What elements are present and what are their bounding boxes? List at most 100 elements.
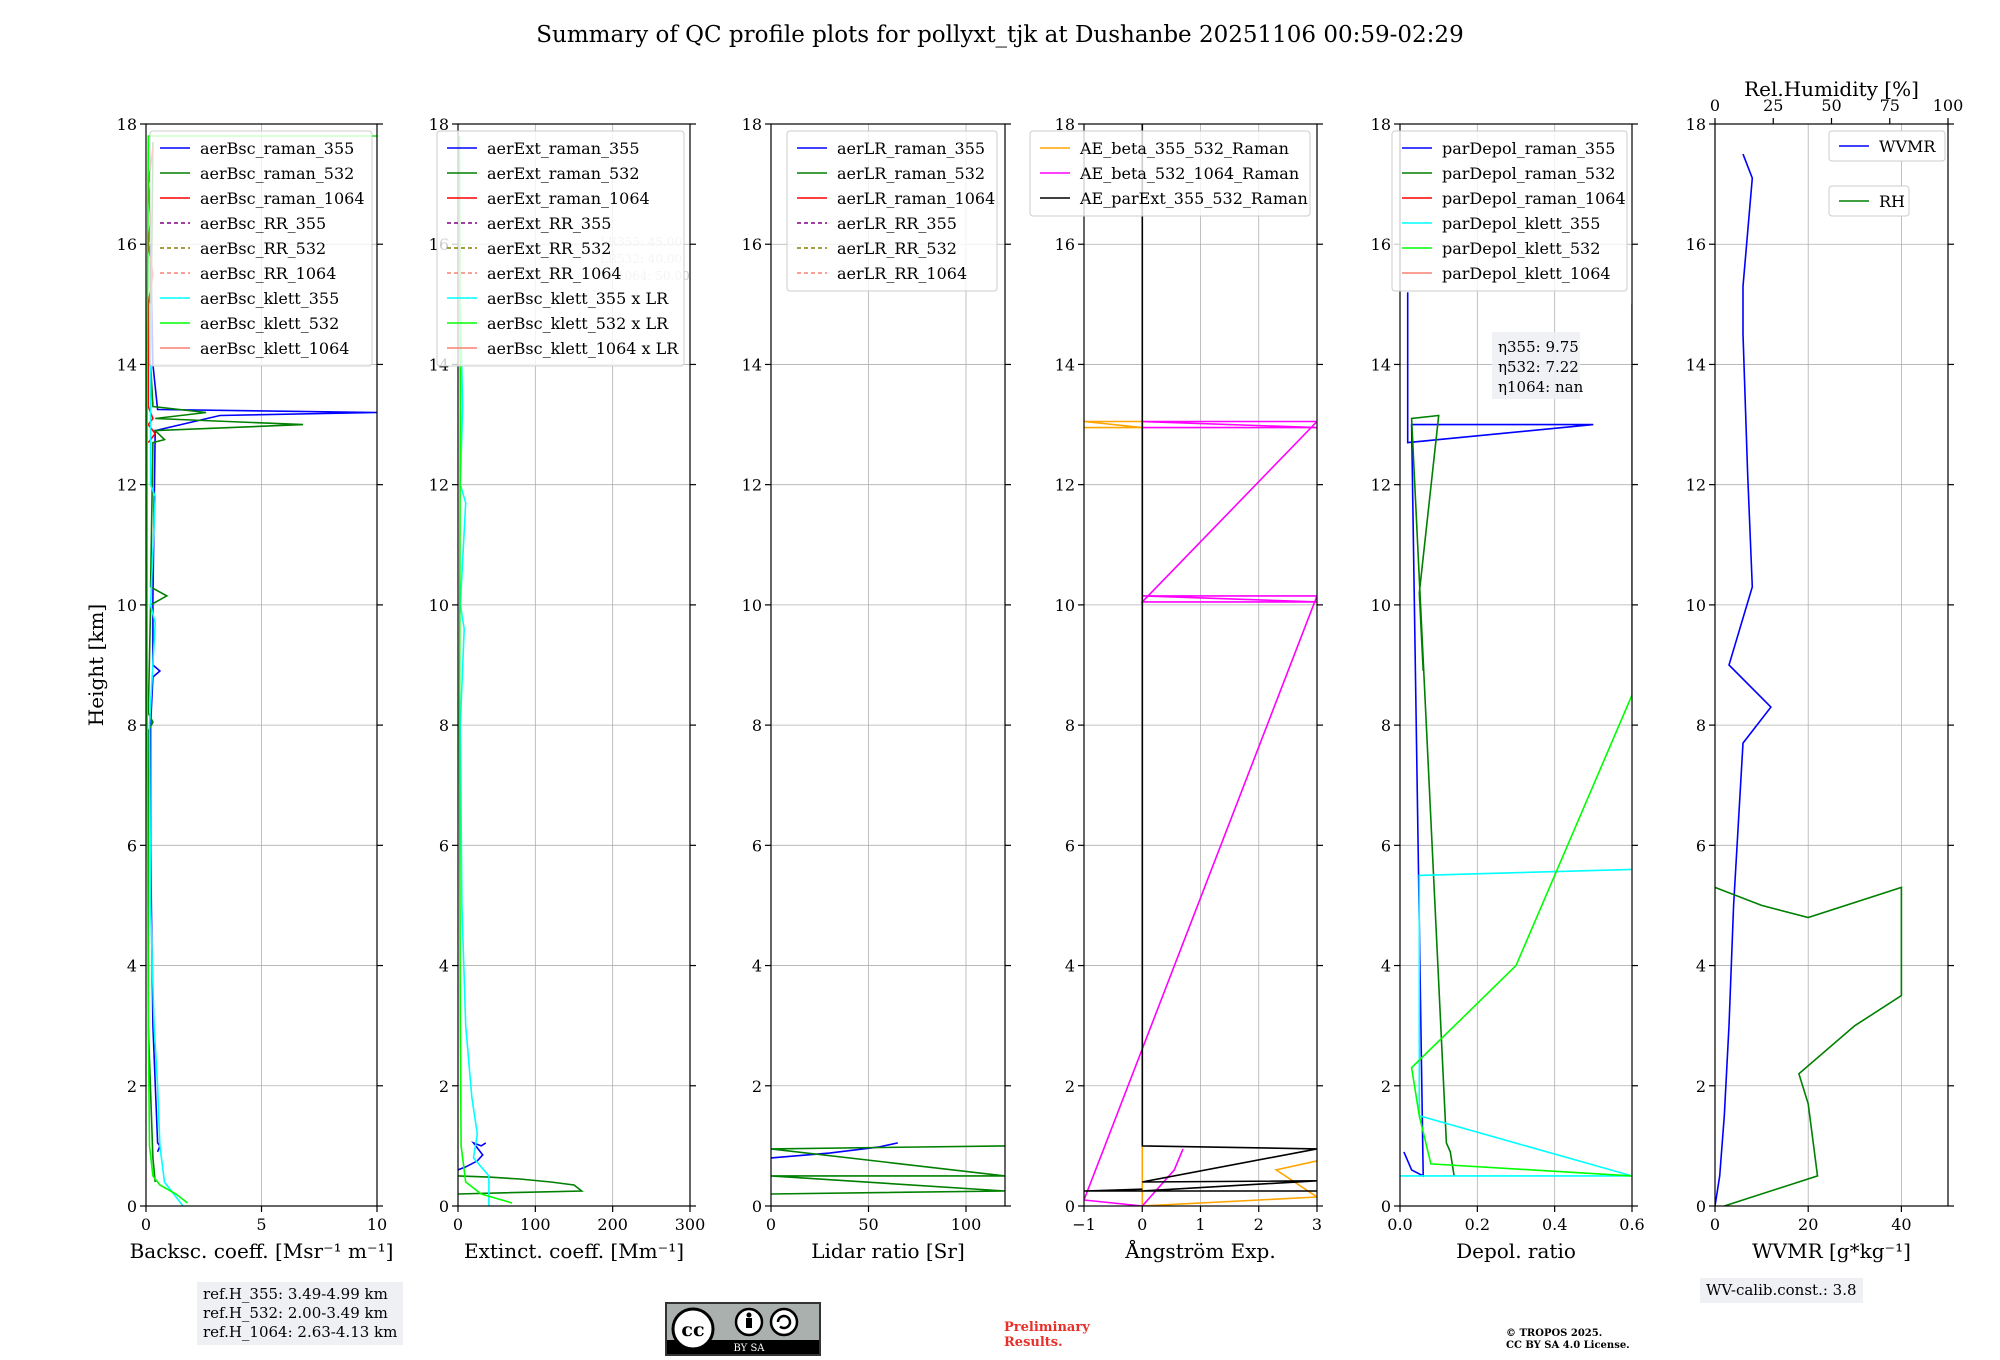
top-x-tick-label: 0 [1710, 96, 1720, 115]
annotation-label: η532: 7.22 [1498, 358, 1579, 376]
y-tick-label: 16 [742, 235, 762, 254]
y-tick-label: 2 [752, 1077, 762, 1096]
series-parDepol_klett_532 [1410, 304, 1632, 1177]
legend: aerBsc_raman_355 aerBsc_raman_532 aerBsc_r… [149, 130, 373, 367]
figure-title: Summary of QC profile plots for pollyxt_… [536, 22, 1464, 48]
legend-entry-parDepol_klett_1064: parDepol_klett_1064 [1442, 264, 1611, 283]
y-tick-label: 14 [1686, 355, 1706, 374]
legend-entry-parDepol_klett_355: parDepol_klett_355 [1442, 214, 1600, 233]
legend-frame [1029, 130, 1311, 217]
y-tick-label: 0 [127, 1197, 137, 1216]
eta-annotation-box [1492, 332, 1580, 399]
copyright-line-1: © TROPOS 2025. [1506, 1328, 1603, 1339]
x-axis-label: Extinct. coeff. [Mm⁻¹] [464, 1239, 684, 1263]
axes-frame [1399, 123, 1633, 1207]
wv-calib-const: WV-calib.const.: 3.8 [1706, 1281, 1857, 1299]
y-tick-label: 12 [117, 476, 137, 495]
legend-entry-aerLR_RR_1064: aerLR_RR_1064 [837, 264, 967, 283]
legend-frame [436, 130, 685, 367]
legend: parDepol_raman_355 parDepol_raman_532 parD… [1391, 130, 1628, 292]
annotation-label: η1064: nan [1498, 378, 1584, 396]
y-axis-label: Height [km] [84, 604, 108, 726]
legend-entry-aerExt_raman_355: aerExt_raman_355 [487, 139, 640, 158]
legend-entry-aerBsc_raman_355: aerBsc_raman_355 [200, 139, 354, 158]
series-aerBsc_klett_355 [148, 304, 184, 1206]
y-tick-label: 12 [1055, 476, 1075, 495]
y-tick-label: 6 [752, 836, 762, 855]
reference-height-box: ref.H_355: 3.49-4.99 km ref.H_532: 2.00-… [197, 1282, 404, 1345]
y-tick-label: 18 [1055, 115, 1075, 134]
legend-entry-aerLR_raman_1064: aerLR_raman_1064 [837, 189, 995, 208]
top-x-axis-label: Rel.Humidity [%] [1744, 77, 1919, 101]
y-tick-label: 10 [1686, 596, 1706, 615]
y-tick-label: 14 [1371, 355, 1391, 374]
y-tick-label: 6 [127, 836, 137, 855]
legend-entry-aerLR_RR_532: aerLR_RR_532 [837, 239, 957, 258]
legend-entry-RH: RH [1879, 192, 1905, 211]
x-tick-label: 5 [256, 1215, 266, 1234]
legend-entry-parDepol_klett_532: parDepol_klett_532 [1442, 239, 1600, 258]
y-tick-label: 0 [1696, 1197, 1706, 1216]
series-RH [1715, 886, 1903, 1206]
y-tick-label: 10 [429, 596, 449, 615]
series-group [458, 135, 584, 1206]
x-tick-label: 10 [367, 1215, 387, 1234]
y-tick-label: 2 [1696, 1077, 1706, 1096]
x-tick-label: 100 [520, 1215, 551, 1234]
y-tick-label: 0 [1065, 1197, 1075, 1216]
legend-entry-aerBsc_raman_532: aerBsc_raman_532 [200, 164, 354, 183]
legend-entry-aerExt_RR_355: aerExt_RR_355 [487, 214, 611, 233]
series-AE_beta_532_1064_Raman [1084, 420, 1317, 1206]
y-tick-label: 2 [1381, 1077, 1391, 1096]
y-tick-label: 12 [1371, 476, 1391, 495]
x-tick-label: 0.6 [1619, 1215, 1644, 1234]
annotation-label: η355: 9.75 [1498, 338, 1579, 356]
series-aerBsc_raman_532 [147, 141, 304, 1183]
y-tick-label: 4 [1381, 957, 1391, 976]
series-aerBsc_klett_532 x LR [458, 135, 513, 1204]
y-tick-label: 6 [439, 836, 449, 855]
top-x-tick-label: 75 [1880, 96, 1900, 115]
y-tick-label: 16 [1371, 235, 1391, 254]
x-tick-label: 300 [675, 1215, 706, 1234]
y-tick-label: 12 [742, 476, 762, 495]
copyright-note: © TROPOS 2025. CC BY SA 4.0 License. [1506, 1328, 1630, 1352]
top-x-tick-label: 100 [1933, 96, 1964, 115]
y-tick-label: 18 [429, 115, 449, 134]
x-tick-label: 0.0 [1387, 1215, 1412, 1234]
y-tick-label: 10 [1055, 596, 1075, 615]
copyright-line-2: CC BY SA 4.0 License. [1506, 1340, 1630, 1351]
y-tick-label: 8 [439, 716, 449, 735]
panel-extinction: 0246810121416180100200300Extinct. coeff.… [429, 115, 706, 1263]
x-tick-label: 0 [766, 1215, 776, 1234]
y-tick-label: 8 [127, 716, 137, 735]
legend-frame [1828, 130, 1946, 162]
legend-entry-aerBsc_klett_1064 x LR: aerBsc_klett_1064 x LR [487, 339, 679, 358]
series-parDepol_raman_355 [1403, 292, 1594, 1178]
legend-frame [786, 130, 998, 292]
legend-entry-aerLR_raman_355: aerLR_raman_355 [837, 139, 985, 158]
y-tick-label: 18 [117, 115, 137, 134]
x-tick-label: 0 [141, 1215, 151, 1234]
legend-entry-parDepol_raman_1064: parDepol_raman_1064 [1442, 189, 1626, 208]
y-tick-label: 16 [1055, 235, 1075, 254]
x-axis-label: Depol. ratio [1456, 1239, 1576, 1263]
top-x-tick-label: 25 [1763, 96, 1783, 115]
y-tick-label: 4 [1065, 957, 1075, 976]
y-tick-label: 18 [1371, 115, 1391, 134]
y-tick-label: 10 [117, 596, 137, 615]
y-tick-label: 10 [1371, 596, 1391, 615]
legend-entry-aerExt_RR_532: aerExt_RR_532 [487, 239, 611, 258]
x-axis-label: WVMR [g*kg⁻¹] [1752, 1239, 1911, 1263]
axes-frame [1714, 123, 1949, 1207]
y-tick-label: 4 [439, 957, 449, 976]
x-tick-label: 50 [858, 1215, 878, 1234]
legend: aerLR_raman_355 aerLR_raman_532 aerLR_rama… [786, 130, 998, 292]
x-tick-label: 20 [1798, 1215, 1818, 1234]
legend-entry-aerExt_RR_1064: aerExt_RR_1064 [487, 264, 622, 283]
axes-frame [457, 123, 691, 1207]
series-aerExt_raman_355 [458, 1141, 487, 1171]
